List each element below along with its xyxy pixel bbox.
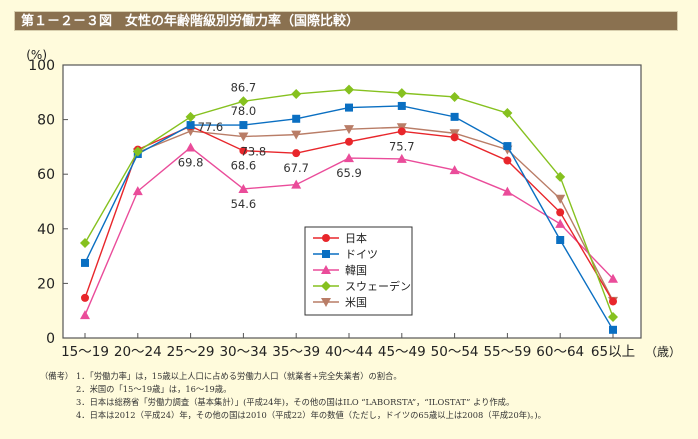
x-tick-label: 35～39 — [272, 344, 320, 360]
data-point — [292, 149, 301, 158]
y-tick-label: 40 — [37, 222, 55, 238]
data-point — [239, 146, 248, 155]
x-tick-label: 65以上 — [591, 344, 635, 360]
data-point — [238, 132, 249, 142]
data-point — [609, 297, 617, 306]
data-point — [291, 88, 302, 99]
data-point — [556, 235, 565, 244]
data-point — [132, 186, 143, 196]
data-point — [503, 142, 512, 151]
x-tick-label: 30～34 — [219, 344, 267, 360]
data-point — [345, 103, 353, 112]
figure-title: 第１－２－３図 女性の年齢階級別労働力率（国際比較） — [14, 11, 678, 31]
line-chart: 0 20 40 60 80 100(%) 15～19 20～24 25～29 30～34 35～39… — [26, 48, 681, 360]
data-label: 78.0 — [231, 104, 257, 118]
data-point — [608, 311, 618, 322]
data-point — [345, 137, 353, 146]
y-axis-label: (%) — [26, 48, 47, 62]
data-point — [291, 130, 302, 140]
data-label: 77.6 — [198, 120, 224, 134]
data-point — [132, 146, 143, 157]
data-point — [344, 153, 354, 163]
x-tick-label: 60～64 — [536, 344, 584, 360]
y-tick-label: 80 — [37, 113, 55, 129]
data-label: 67.7 — [283, 161, 309, 175]
data-label: 65.9 — [336, 166, 362, 180]
data-point — [185, 127, 196, 137]
note-line: 1．「労働力率」は，15歳以上人口に占める労働力人口（就業者+完全失業者）の割合… — [76, 371, 402, 381]
x-tick-label: 45～49 — [378, 344, 426, 360]
legend-marker — [321, 265, 331, 274]
data-label: 68.6 — [231, 159, 257, 173]
data-point — [608, 273, 618, 283]
data-point — [291, 179, 302, 189]
x-tick-label: 15～19 — [61, 344, 109, 360]
data-point — [556, 208, 565, 217]
legend-marker — [321, 281, 331, 291]
data-point — [186, 121, 195, 130]
data-point — [396, 88, 407, 99]
data-label: 73.8 — [241, 145, 267, 159]
note-line: 2．米国の「15～19歳」は，16～19歳。 — [76, 384, 232, 394]
data-point — [449, 91, 460, 102]
data-point — [238, 96, 249, 107]
data-point — [396, 153, 407, 163]
x-tick-label: 50～54 — [431, 344, 479, 360]
data-point — [555, 171, 566, 182]
legend-label: ドイツ — [345, 248, 378, 261]
data-point — [397, 127, 406, 136]
data-point — [185, 111, 196, 122]
data-point — [292, 114, 301, 123]
legend-marker — [322, 234, 330, 242]
note-line: 4．日本は2012（平成24）年，その他の国は2010（平成22）年の数値（ただ… — [76, 410, 546, 420]
legend-marker — [322, 250, 330, 258]
data-label: 86.7 — [231, 80, 257, 94]
data-label: 54.6 — [231, 197, 257, 211]
data-point — [503, 156, 512, 165]
notes: （備考） 1．「労働力率」は，15歳以上人口に占める労働力人口（就業者+完全失業… — [40, 370, 546, 422]
data-point — [344, 125, 354, 135]
legend-label: 韓国 — [345, 264, 367, 277]
data-point — [344, 84, 354, 95]
x-axis-unit: （歳） — [645, 345, 681, 359]
legend-label: スウェーデン — [345, 279, 411, 293]
legend-label: 日本 — [345, 231, 367, 245]
y-tick-label: 100 — [28, 58, 55, 74]
data-point — [450, 133, 459, 142]
legend-marker — [321, 298, 331, 307]
data-point — [555, 218, 566, 228]
y-tick-label: 0 — [46, 331, 55, 347]
data-point — [449, 165, 460, 175]
data-point — [81, 258, 89, 267]
x-tick-label: 25～29 — [167, 344, 215, 360]
data-point — [502, 186, 513, 196]
y-tick-label: 20 — [37, 276, 55, 292]
data-label: 75.7 — [389, 139, 415, 153]
data-point — [185, 142, 196, 152]
note-line: 3．日本は総務省「労働力調査（基本集計）」(平成24年)，その他の国はILO “… — [76, 397, 515, 407]
data-point — [609, 325, 617, 334]
data-point — [450, 112, 459, 121]
notes-header: （備考） — [40, 371, 74, 381]
x-tick-label: 20～24 — [114, 344, 162, 360]
data-point — [81, 293, 89, 302]
data-point — [80, 237, 90, 248]
data-label: 69.8 — [178, 155, 204, 169]
data-point — [80, 310, 90, 320]
data-point — [397, 101, 406, 110]
data-point — [555, 194, 566, 204]
x-tick-label: 40～44 — [325, 344, 373, 360]
series-line — [137, 126, 614, 302]
x-tick-label: 55～59 — [483, 344, 531, 360]
legend-label: 米国 — [345, 296, 367, 309]
data-point — [239, 121, 248, 130]
y-tick-label: 60 — [37, 167, 55, 183]
data-point — [238, 183, 249, 193]
data-point — [502, 108, 513, 119]
